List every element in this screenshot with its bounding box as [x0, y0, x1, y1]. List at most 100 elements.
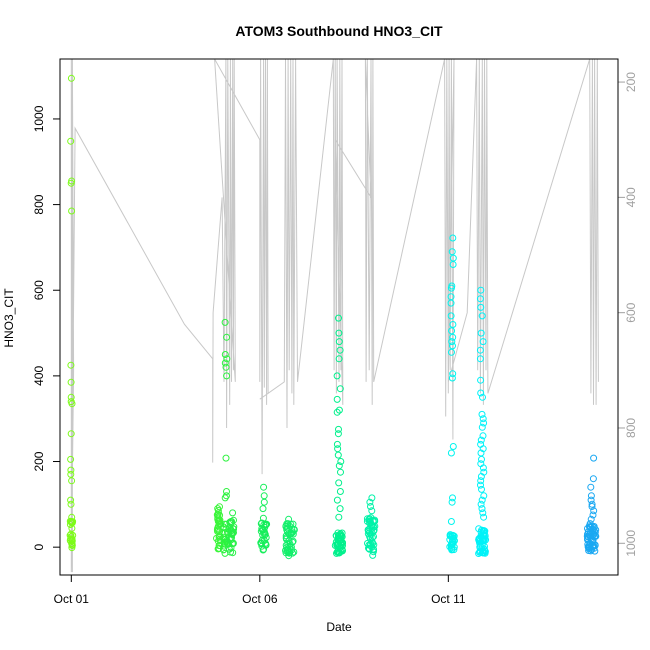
data-point — [285, 547, 293, 555]
data-point — [213, 534, 220, 542]
data-point — [477, 500, 485, 508]
data-point — [220, 542, 228, 550]
data-point — [67, 466, 75, 474]
data-point — [369, 545, 377, 553]
x-tick-label: Oct 06 — [242, 592, 278, 606]
data-point — [477, 477, 485, 485]
data-point — [335, 406, 343, 414]
data-point — [447, 449, 455, 457]
data-point — [223, 372, 231, 380]
data-point — [448, 348, 455, 356]
point-cluster-4 — [225, 509, 238, 557]
data-point — [260, 483, 268, 491]
data-point — [586, 520, 594, 528]
data-point — [336, 385, 344, 393]
data-point — [448, 248, 456, 256]
chart-title: ATOM3 Southbound HNO3_CIT — [235, 23, 443, 39]
data-point — [478, 485, 485, 493]
data-point — [222, 454, 230, 462]
data-point — [335, 479, 343, 487]
data-point — [335, 314, 342, 322]
data-point — [334, 445, 342, 453]
data-point — [588, 503, 596, 510]
data-point — [335, 355, 343, 363]
data-point — [367, 503, 374, 510]
data-point — [449, 494, 456, 502]
data-point — [334, 547, 342, 555]
data-point — [589, 511, 597, 519]
data-point — [587, 492, 595, 500]
altitude-trace-layer — [70, 58, 599, 573]
data-point — [335, 329, 343, 337]
data-point — [335, 425, 342, 433]
data-point — [68, 207, 76, 215]
data-point — [223, 333, 231, 341]
data-point — [449, 443, 457, 450]
y2-tick-label: 600 — [624, 302, 638, 322]
y2-tick-label: 800 — [624, 418, 638, 438]
data-point — [476, 548, 483, 556]
data-point — [477, 436, 485, 444]
data-point — [587, 483, 595, 491]
data-point — [223, 355, 231, 363]
data-point — [334, 430, 342, 438]
data-point — [368, 525, 376, 532]
y-tick-label: 800 — [32, 194, 46, 214]
data-point — [584, 533, 592, 541]
data-point — [588, 500, 596, 508]
data-point — [477, 329, 485, 337]
data-point — [479, 415, 487, 423]
data-point — [335, 338, 343, 346]
data-point — [259, 514, 267, 522]
data-point — [477, 389, 485, 397]
y2-tick-label: 400 — [624, 187, 638, 207]
data-point — [214, 517, 222, 525]
data-point — [586, 523, 594, 531]
data-point — [587, 496, 595, 504]
data-point — [479, 509, 487, 517]
data-point — [479, 549, 487, 557]
data-point — [282, 534, 290, 542]
data-point — [335, 462, 343, 470]
data-point — [67, 518, 75, 526]
data-point — [67, 378, 75, 386]
data-point — [447, 532, 455, 540]
data-point — [214, 505, 222, 513]
data-point — [478, 455, 485, 463]
data-point — [477, 473, 485, 480]
data-point — [67, 530, 75, 538]
axes-layer: 0 200 400 600 800 1000 Oct 01 Oct 06 Oct 11 200 40… — [32, 72, 638, 606]
data-point — [222, 363, 230, 371]
altitude-trace-line — [70, 58, 599, 573]
data-point — [478, 505, 486, 513]
x-axis-label: Date — [326, 620, 352, 634]
data-point — [333, 496, 341, 504]
data-point — [477, 481, 484, 489]
data-point — [448, 533, 456, 541]
data-point — [447, 299, 455, 307]
point-cluster-8 — [363, 494, 379, 559]
data-point — [447, 284, 455, 292]
data-point — [263, 520, 271, 528]
point-cluster-7 — [331, 314, 346, 557]
data-point — [477, 303, 485, 311]
data-point — [449, 261, 457, 268]
data-point — [67, 533, 75, 541]
data-point — [288, 529, 296, 537]
data-point — [366, 524, 374, 532]
data-point — [590, 454, 598, 462]
data-point — [476, 295, 484, 303]
data-point — [336, 505, 344, 513]
data-point — [371, 516, 379, 524]
y2-tick-label: 200 — [624, 72, 638, 92]
data-point — [590, 507, 598, 515]
data-point — [368, 538, 376, 546]
data-point — [449, 342, 456, 350]
data-point — [447, 312, 455, 320]
data-point — [289, 530, 297, 538]
data-point — [480, 545, 488, 553]
y-tick-label: 400 — [32, 366, 46, 386]
point-cluster-11 — [583, 454, 600, 555]
plot-frame — [59, 58, 619, 576]
data-point — [67, 430, 75, 438]
